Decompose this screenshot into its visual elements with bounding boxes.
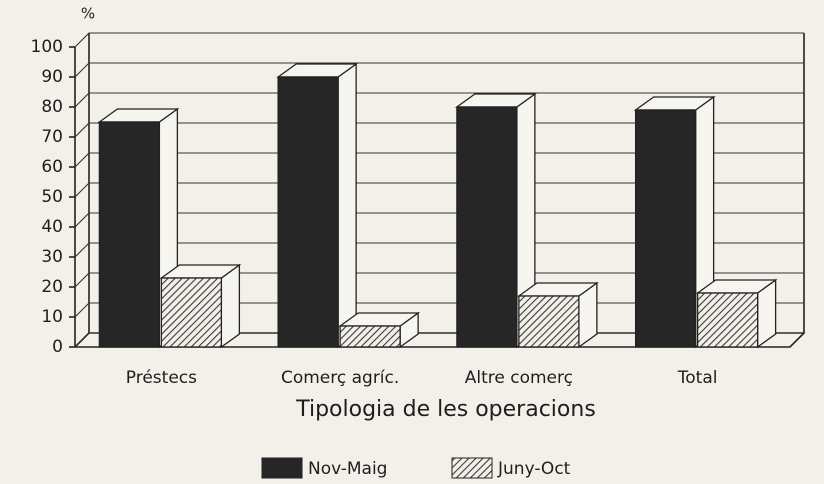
x-tick-label: Total (677, 368, 718, 388)
bar (696, 292, 759, 348)
y-tick-label: 100 (31, 37, 63, 57)
legend-label: Juny-Oct (497, 459, 571, 479)
grid-line (74, 152, 804, 168)
y-tick-label: 30 (41, 247, 63, 267)
grid-line (74, 182, 804, 198)
bar (456, 106, 518, 348)
y-tick-label: 60 (41, 157, 63, 177)
bar (339, 325, 401, 348)
grid-line (74, 32, 804, 48)
y-axis-label: % (81, 5, 95, 23)
bar-side (337, 62, 357, 349)
grid-line (74, 122, 804, 138)
y-tick-label: 50 (41, 187, 63, 207)
x-axis-label: Tipologia de les operacions (295, 397, 596, 422)
bar (277, 76, 339, 348)
y-tick-label: 10 (41, 307, 63, 327)
y-tick-label: 40 (41, 217, 63, 237)
grid-line (74, 62, 804, 78)
y-tick-label: 70 (41, 127, 63, 147)
bar (634, 109, 697, 348)
x-tick-label: Préstecs (126, 368, 197, 388)
y-tick-label: 80 (41, 97, 63, 117)
legend-swatch (261, 457, 303, 479)
x-tick-label: Comerç agríc. (281, 368, 399, 388)
legend-label: Nov-Maig (308, 459, 387, 479)
y-tick-label: 90 (41, 67, 63, 87)
bar (518, 295, 580, 348)
grid-line (74, 272, 804, 288)
bar-side (220, 263, 241, 349)
grid-line (74, 92, 804, 108)
bar (98, 121, 161, 348)
legend-swatch (451, 457, 493, 479)
y-tick-label: 20 (41, 277, 63, 297)
bar (160, 277, 223, 348)
grid-line (74, 242, 804, 258)
y-tick-label: 0 (52, 337, 63, 357)
grid-line (74, 212, 804, 228)
x-tick-label: Altre comerç (465, 368, 573, 388)
